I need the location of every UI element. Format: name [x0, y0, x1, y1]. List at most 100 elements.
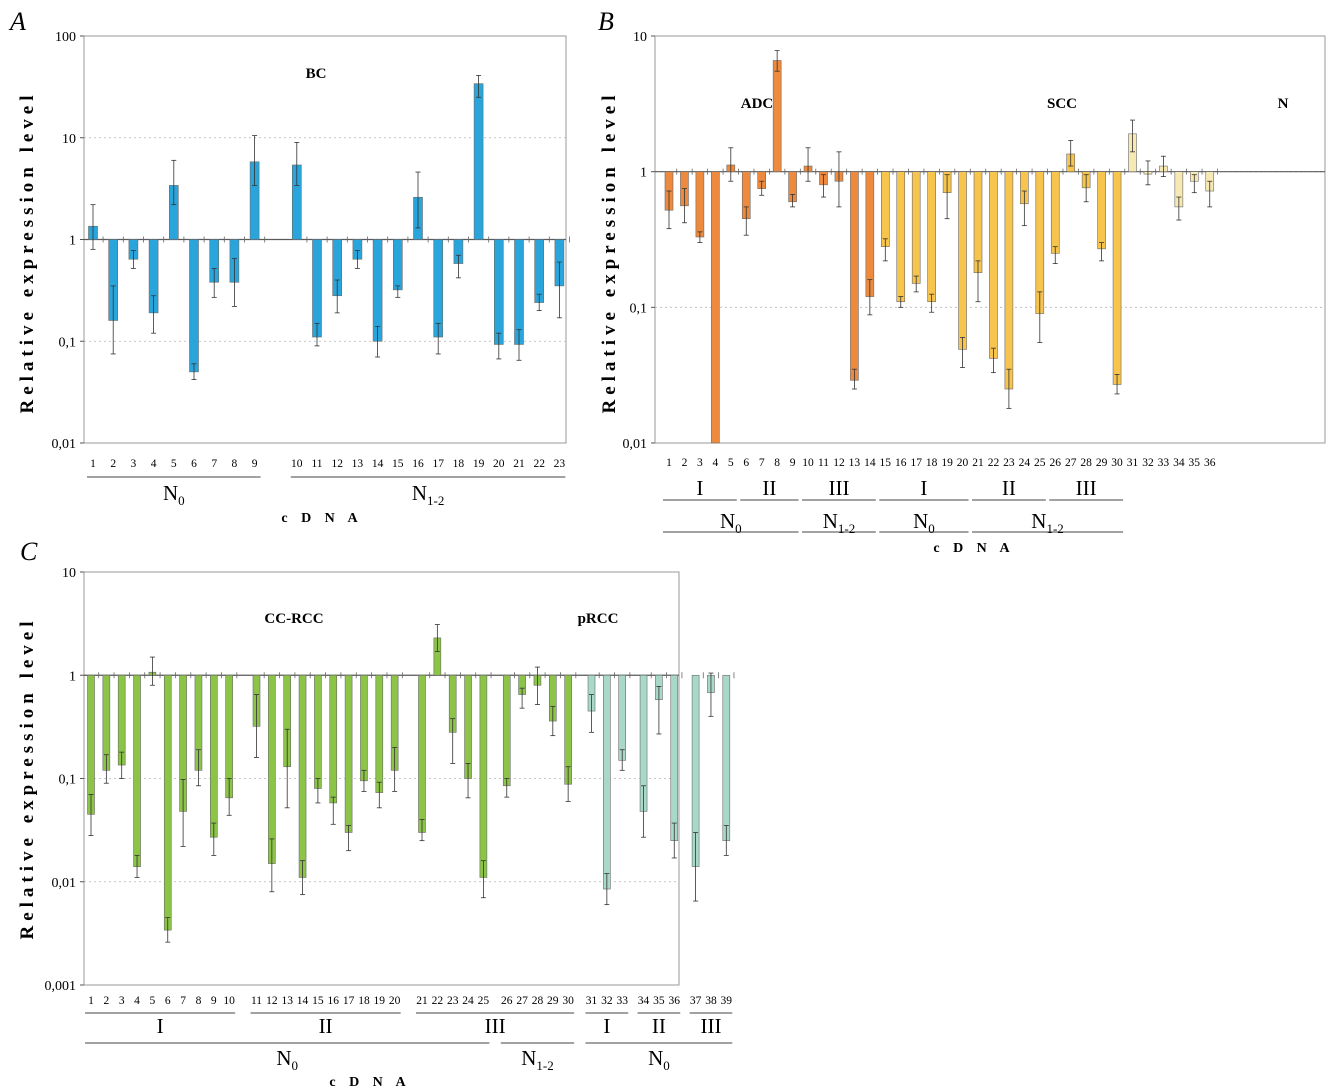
- group-row1-subscript: 0: [178, 493, 185, 508]
- y-tick-label: 10: [633, 30, 647, 45]
- x-tick-label: 22: [988, 457, 1000, 469]
- group-row1-label: I: [157, 1014, 164, 1038]
- x-tick-label: 11: [818, 457, 829, 469]
- x-tick-label: 34: [1173, 457, 1185, 469]
- series-annotation: ADC: [741, 96, 774, 112]
- bar: [927, 171, 936, 303]
- bar: [344, 674, 353, 833]
- bar: [87, 674, 95, 815]
- bar: [329, 674, 338, 804]
- series-annotation: BC: [306, 66, 327, 82]
- x-tick-label: 11: [311, 458, 322, 470]
- group-row2-label: N0: [720, 509, 742, 536]
- bar: [1112, 171, 1122, 385]
- x-tick-label: 24: [1019, 457, 1031, 469]
- y-tick-label: 1: [640, 166, 647, 181]
- x-tick-label: 13: [352, 458, 364, 470]
- group-row1-label: II: [762, 476, 776, 500]
- y-tick-label: 0,1: [630, 301, 648, 316]
- x-tick-label: 16: [895, 457, 907, 469]
- x-tick-label: 10: [223, 995, 235, 1007]
- group-row1-label: II: [652, 1014, 666, 1038]
- x-tick-label: 17: [432, 458, 444, 470]
- bar: [502, 674, 511, 787]
- series-annotation: SCC: [1047, 96, 1077, 112]
- bar: [418, 674, 426, 833]
- x-tick-label: 3: [697, 457, 703, 469]
- bar: [1050, 171, 1060, 254]
- y-tick-label: 100: [55, 30, 76, 45]
- x-tick-label: 9: [211, 995, 217, 1007]
- group-row2-subscript: 1-2: [1046, 521, 1063, 536]
- panel-a: A Relative expression level c D N A 1001…: [8, 7, 570, 526]
- x-tick-label: 39: [721, 995, 733, 1007]
- x-tick-label: 9: [252, 458, 258, 470]
- x-tick-label: 22: [533, 458, 545, 470]
- group-row1-label: III: [700, 1014, 721, 1038]
- y-tick-label: 0,01: [52, 876, 77, 891]
- x-tick-label: 30: [1111, 457, 1123, 469]
- series-annotation: N: [1278, 96, 1289, 112]
- x-tick-label: 18: [453, 458, 465, 470]
- group-row2-subscript: 0: [663, 1058, 670, 1073]
- x-tick-label: 32: [601, 995, 613, 1007]
- x-tick-label: 8: [774, 457, 780, 469]
- bar: [850, 171, 859, 381]
- x-tick-label: 1: [90, 458, 96, 470]
- bar: [433, 239, 444, 338]
- group-row1-label: II: [1002, 476, 1016, 500]
- bar: [493, 239, 504, 345]
- bar: [1097, 171, 1106, 250]
- group-row2-subscript: 0: [928, 521, 935, 536]
- x-tick-label: 18: [358, 995, 370, 1007]
- x-tick-label: 4: [151, 458, 157, 470]
- x-tick-label: 26: [1050, 457, 1062, 469]
- x-tick-label: 35: [1189, 457, 1201, 469]
- group-row1-label: III: [485, 1014, 506, 1038]
- x-tick-label: 6: [165, 995, 171, 1007]
- x-axis-label: c D N A: [281, 511, 362, 526]
- x-tick-label: 8: [196, 995, 202, 1007]
- group-row2-subscript: 1-2: [536, 1058, 553, 1073]
- x-tick-label: 25: [478, 995, 490, 1007]
- bar: [772, 60, 782, 172]
- x-tick-label: 16: [328, 995, 340, 1007]
- bar: [880, 171, 890, 247]
- x-tick-label: 24: [462, 995, 474, 1007]
- bar: [360, 674, 368, 782]
- x-tick-label: 14: [372, 458, 384, 470]
- x-tick-label: 7: [180, 995, 186, 1007]
- bar: [268, 674, 276, 864]
- x-tick-label: 20: [493, 458, 505, 470]
- bar: [314, 674, 322, 789]
- y-axis-label: Relative expression level: [599, 90, 620, 413]
- x-tick-label: 7: [211, 458, 217, 470]
- bar: [298, 674, 307, 878]
- group-row2-subscript: 0: [292, 1058, 299, 1073]
- group-row1-label: III: [1076, 476, 1097, 500]
- x-tick-label: 12: [833, 457, 845, 469]
- x-tick-label: 38: [705, 995, 717, 1007]
- panel-c: C Relative expression level c D N A 1010…: [17, 537, 735, 1090]
- group-row1-label: N0: [163, 481, 185, 508]
- x-tick-label: 33: [1158, 457, 1170, 469]
- y-tick-label: 0,01: [52, 437, 77, 452]
- bar: [473, 83, 484, 240]
- x-tick-label: 16: [412, 458, 424, 470]
- x-tick-label: 19: [374, 995, 386, 1007]
- bar: [117, 674, 126, 766]
- y-tick-label: 10: [62, 132, 76, 147]
- bar: [133, 674, 141, 867]
- x-tick-label: 5: [150, 995, 156, 1007]
- x-tick-label: 8: [232, 458, 238, 470]
- x-tick-label: 12: [266, 995, 278, 1007]
- bar: [1004, 171, 1014, 390]
- x-tick-label: 6: [191, 458, 197, 470]
- x-tick-label: 4: [134, 995, 140, 1007]
- x-tick-label: 29: [547, 995, 559, 1007]
- bar: [695, 171, 705, 238]
- group-row1-label: II: [319, 1014, 333, 1038]
- x-tick-label: 14: [297, 995, 309, 1007]
- x-tick-label: 23: [554, 458, 566, 470]
